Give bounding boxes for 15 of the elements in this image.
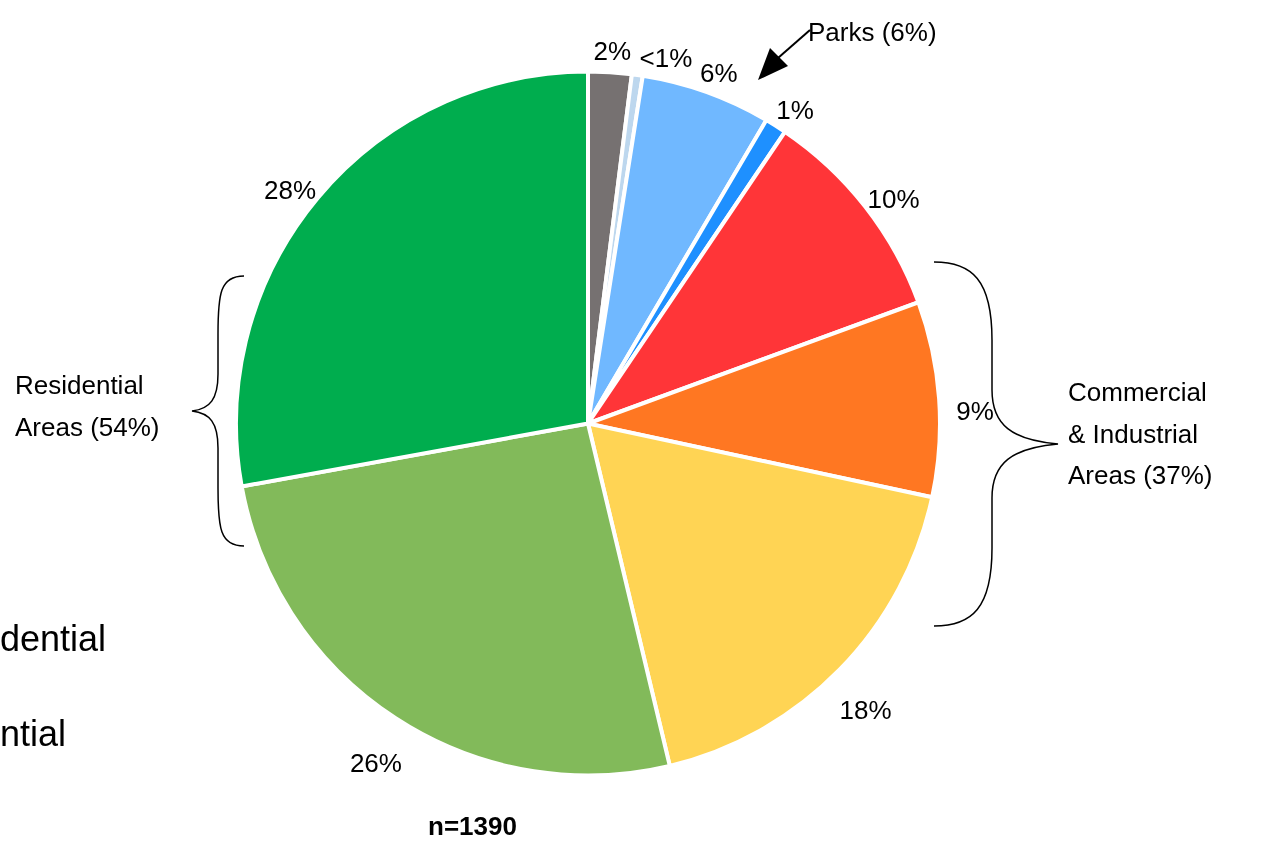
data-label: 28% <box>264 174 317 205</box>
data-label: 26% <box>349 748 402 779</box>
text: dential <box>0 617 108 661</box>
data-label: 1% <box>776 95 814 126</box>
data-label: 2% <box>593 36 632 67</box>
text: Commercial & Industrial Areas (37%) <box>1068 376 1214 493</box>
text: Residential Areas (54%) <box>15 369 161 444</box>
data-label: 6% <box>700 58 738 89</box>
text: Parks (6%) <box>808 16 938 49</box>
data-label: 10% <box>867 184 920 215</box>
text: ntial <box>0 712 68 756</box>
data-label: 18% <box>839 694 892 725</box>
text: n=1390 <box>428 810 518 843</box>
data-label: 9% <box>956 396 994 427</box>
data-label: <1% <box>639 43 693 74</box>
